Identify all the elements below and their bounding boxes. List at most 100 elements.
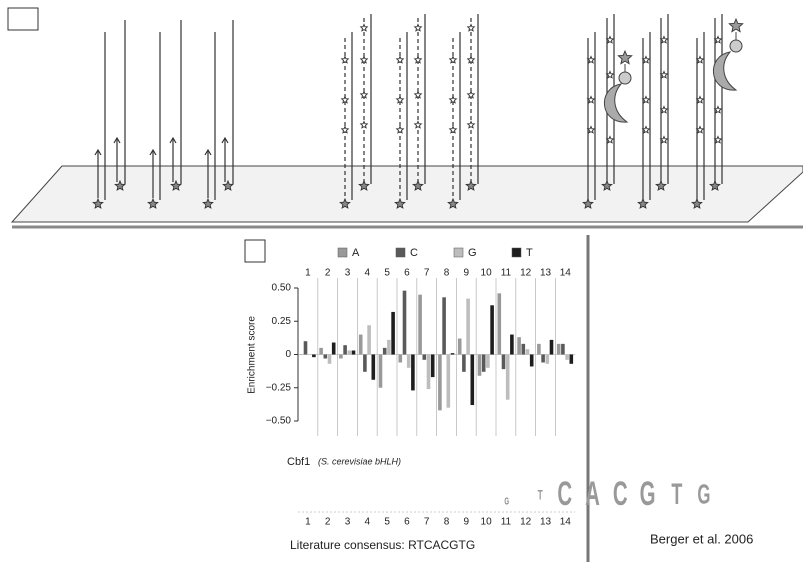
- star: [395, 55, 405, 64]
- bar: [422, 354, 427, 360]
- logo-letter: G: [697, 478, 710, 510]
- panel: [243, 235, 588, 562]
- star: [586, 95, 596, 104]
- logo-position: 3: [345, 517, 351, 528]
- consensus: Literature consensus: RTCACGTG: [290, 538, 475, 552]
- category-label: 7: [424, 268, 430, 279]
- bar: [406, 354, 411, 368]
- bar: [367, 325, 371, 355]
- bar: [363, 354, 367, 372]
- factor-note: (S. cerevisiae bHLH): [318, 456, 401, 466]
- bar: [545, 354, 550, 364]
- bar: [541, 354, 545, 363]
- logo-position: 14: [560, 517, 572, 528]
- legend-swatch: [511, 247, 522, 258]
- star: [695, 125, 705, 134]
- star: [359, 90, 369, 99]
- star: [695, 55, 705, 64]
- bar: [418, 294, 422, 355]
- star: [413, 120, 423, 129]
- logo-position: 12: [520, 517, 532, 528]
- protein: [604, 83, 629, 123]
- bar: [565, 354, 569, 360]
- star: [448, 55, 458, 64]
- logo-position: 5: [384, 517, 390, 528]
- star: [358, 179, 370, 191]
- y-tick-label: −0.25: [266, 382, 292, 393]
- legend-label: G: [468, 247, 477, 259]
- bar: [430, 354, 435, 378]
- legend-swatch: [395, 247, 406, 258]
- bar: [339, 354, 343, 359]
- bar: [371, 354, 376, 380]
- bar: [517, 337, 521, 355]
- star: [447, 197, 459, 209]
- legend-label: T: [526, 247, 533, 259]
- bar: [521, 343, 526, 355]
- star: [340, 95, 350, 104]
- star: [395, 125, 405, 134]
- logo-position: 6: [404, 517, 410, 528]
- bar: [438, 354, 442, 411]
- arrow-head: [94, 148, 102, 156]
- star: [202, 197, 214, 209]
- star: [605, 135, 615, 144]
- logo-letter: C: [557, 475, 572, 513]
- bar: [323, 354, 328, 359]
- bar: [347, 350, 352, 355]
- star: [340, 55, 350, 64]
- star: [466, 23, 476, 32]
- category-label: 2: [325, 268, 331, 279]
- category-label: 12: [520, 268, 532, 279]
- logo-position: 8: [444, 517, 450, 528]
- legend-swatch: [453, 247, 464, 258]
- bar: [537, 343, 541, 355]
- star: [601, 179, 613, 191]
- bar: [303, 341, 308, 355]
- category-label: 5: [384, 268, 390, 279]
- y-tick-label: 0.25: [272, 316, 292, 327]
- star: [413, 90, 423, 99]
- category-label: 13: [540, 268, 552, 279]
- bar: [331, 342, 336, 355]
- bar: [398, 354, 403, 363]
- star: [359, 23, 369, 32]
- category-label: 1: [305, 268, 311, 279]
- star: [340, 125, 350, 134]
- bar: [477, 354, 482, 376]
- legend-label: A: [352, 247, 360, 259]
- star: [448, 125, 458, 134]
- star: [339, 197, 351, 209]
- star: [466, 90, 476, 99]
- logo-letter: G: [504, 496, 509, 507]
- star: [617, 49, 633, 65]
- category-label: 11: [501, 268, 512, 279]
- bar: [497, 293, 502, 355]
- star: [659, 35, 669, 44]
- bar: [481, 354, 486, 372]
- bar: [549, 339, 554, 355]
- bar: [327, 354, 332, 364]
- logo-letter: C: [613, 475, 628, 513]
- star: [695, 95, 705, 104]
- star: [605, 35, 615, 44]
- bar: [411, 354, 415, 391]
- star: [659, 105, 669, 114]
- bar: [312, 354, 316, 358]
- star: [412, 179, 424, 191]
- bar: [402, 290, 407, 355]
- bar: [462, 354, 466, 372]
- star: [394, 197, 406, 209]
- bar: [556, 343, 561, 355]
- star: [586, 125, 596, 134]
- tag: [729, 39, 743, 53]
- legend-swatch: [337, 247, 348, 258]
- legend-label: C: [410, 247, 418, 259]
- star: [713, 35, 723, 44]
- logo-position: 13: [540, 517, 552, 528]
- star: [114, 179, 126, 191]
- bar: [466, 298, 470, 355]
- microarray-diagram: [10, 14, 803, 229]
- citation: Berger et al. 2006: [650, 531, 753, 546]
- star: [413, 55, 423, 64]
